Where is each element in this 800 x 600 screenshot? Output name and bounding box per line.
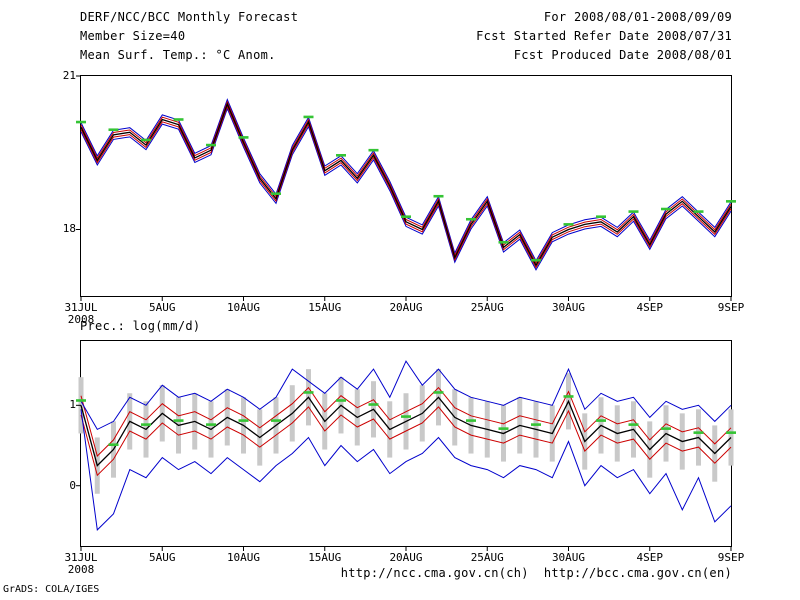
x-tick-label: 10AUG (226, 301, 261, 314)
chart-canvas (76, 75, 736, 301)
spread-bar (728, 409, 734, 466)
x-tick-label: 20AUG (389, 301, 423, 314)
x-tick-label: 9SEP (717, 551, 745, 564)
band-line (80, 98, 732, 262)
grads-credit: GrADS: COLA/IGES (3, 584, 100, 595)
x-tick-year-label: 2008 (67, 313, 95, 326)
y-tick-label: 21 (62, 69, 76, 82)
x-tick-label: 10AUG (226, 551, 261, 564)
x-tick-label: 20AUG (389, 551, 423, 564)
x-tick-label: 25AUG (470, 551, 504, 564)
x-tick-label: 31JUL (64, 551, 98, 564)
band-line (80, 105, 732, 269)
ensemble-mean-line (80, 396, 732, 467)
band-line (80, 100, 732, 265)
y-tick-label: 1 (69, 398, 76, 412)
temperature-chart: 31JUL 2008 5AUG 10AUG 15AUG 20AUG 25AUG 30AUG 4S… (63, 69, 745, 326)
precip-chart-title: Prec.: log(mm/d) (80, 319, 201, 333)
x-tick-label: 5AUG (149, 551, 176, 564)
member-size-label: Member Size=40 (80, 29, 186, 43)
x-tick-label: 15AUG (308, 551, 342, 564)
ensemble-min-line (80, 409, 732, 531)
y-tick-label: 0 (69, 478, 76, 492)
refer-date-label: Fcst Started Refer Date 2008/07/31 (476, 29, 732, 43)
x-tick-label: 4SEP (636, 301, 664, 314)
temperature-chart-title: Mean Surf. Temp.: °C Anom. (80, 48, 276, 62)
band-line (80, 386, 732, 457)
x-tick-label: 30AUG (551, 551, 586, 564)
x-tick-year-label: 2008 (67, 563, 95, 576)
x-tick-label: 9SEP (717, 301, 745, 314)
header-right: For 2008/08/01-2008/09/09 Fcst Started R… (476, 8, 732, 65)
chart-canvas (76, 360, 736, 551)
ensemble-mean-line (80, 102, 732, 267)
x-tick-label: 5AUG (149, 301, 176, 314)
source-urls: http://ncc.cma.gov.cn(ch) http://bcc.cma… (340, 566, 732, 580)
x-tick-label: 4SEP (636, 551, 664, 564)
forecast-range-label: For 2008/08/01-2008/09/09 (543, 10, 732, 24)
band-line (80, 107, 732, 271)
ensemble-max-line (80, 360, 732, 431)
plot-title: DERF/NCC/BCC Monthly Forecast (80, 10, 299, 24)
precipitation-chart: 31JUL 2008 5AUG 10AUG 15AUG 20AUG 25AUG 30AUG 4S… (64, 340, 744, 576)
x-tick-label: 31JUL (64, 301, 98, 314)
x-tick-label: 25AUG (470, 301, 504, 314)
x-tick-label: 30AUG (551, 301, 586, 314)
x-tick-label: 15AUG (308, 301, 342, 314)
band-line (80, 406, 732, 477)
header-left: DERF/NCC/BCC Monthly Forecast Member Siz… (80, 8, 298, 65)
y-tick-label: 18 (62, 222, 76, 236)
produced-date-label: Fcst Produced Date 2008/08/01 (513, 48, 732, 62)
